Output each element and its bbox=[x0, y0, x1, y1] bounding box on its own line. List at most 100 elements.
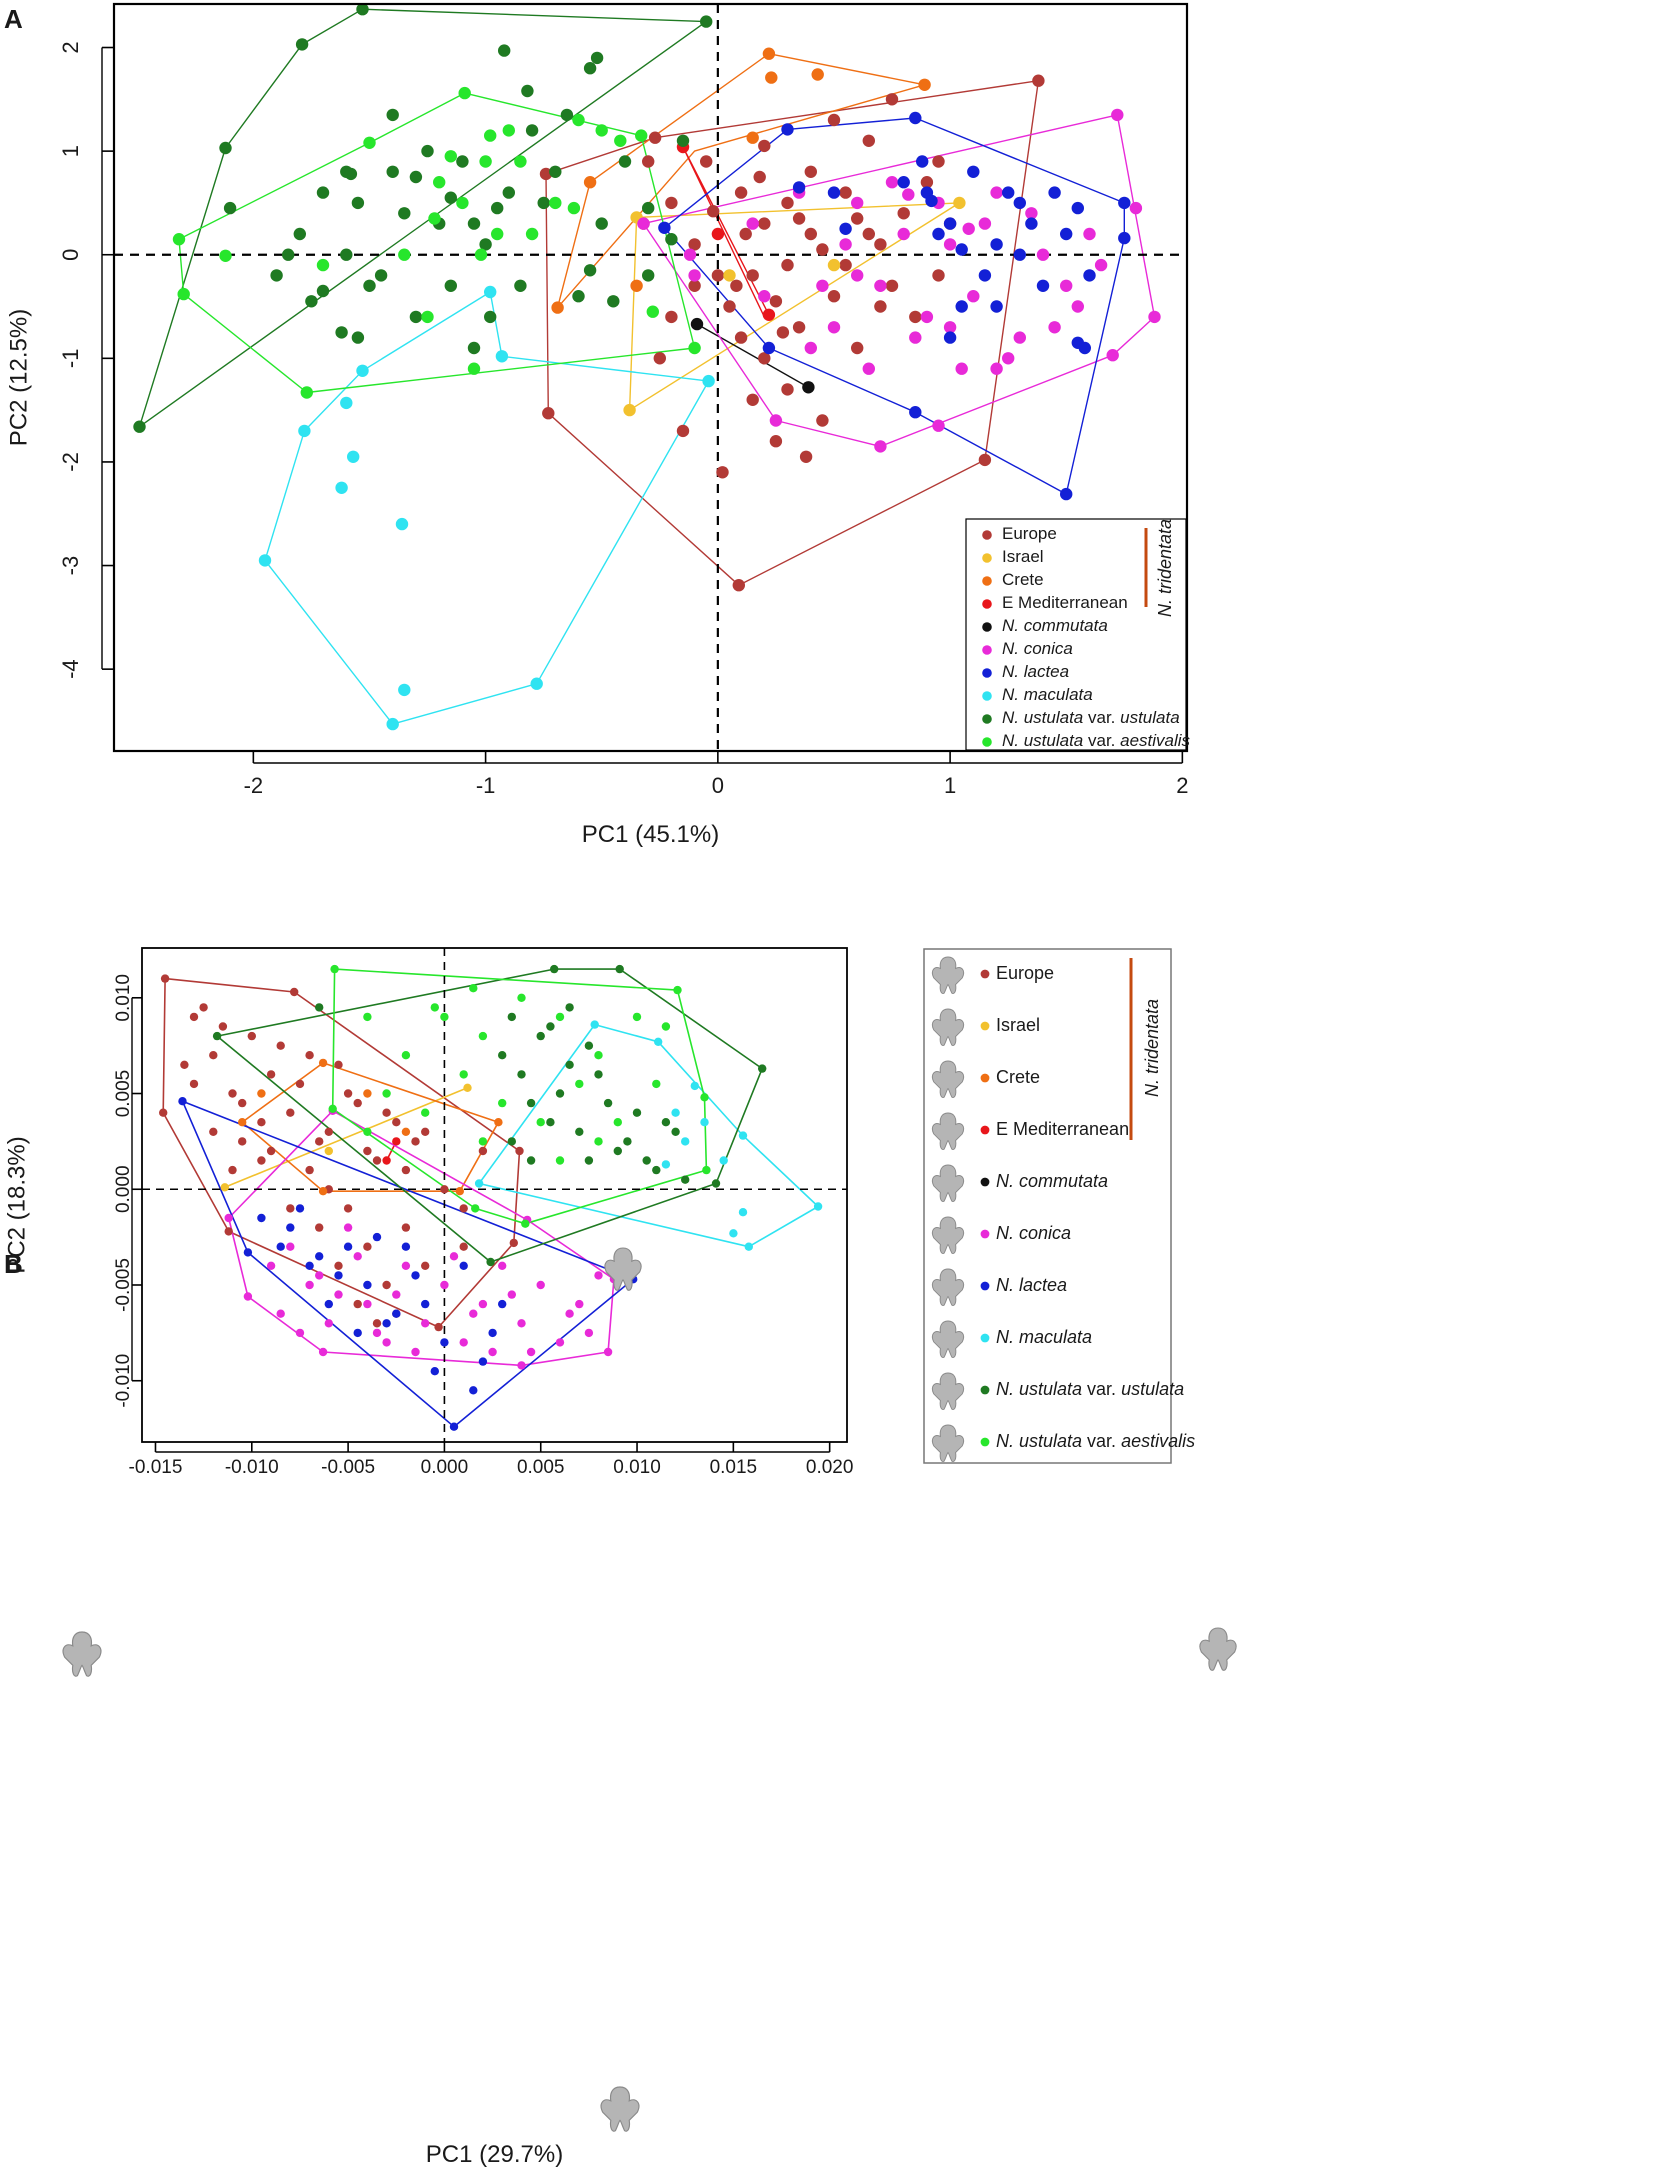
point-conica bbox=[990, 186, 1003, 199]
legend-marker-lactea bbox=[980, 1281, 990, 1291]
point-europe bbox=[160, 974, 170, 983]
point-israel bbox=[953, 196, 966, 210]
point-conica bbox=[1111, 108, 1124, 122]
point-ustulata bbox=[642, 201, 655, 215]
point-maculata bbox=[340, 396, 353, 410]
y-tick-label: -1 bbox=[58, 349, 83, 369]
point-europe bbox=[746, 269, 759, 282]
point-lactea bbox=[305, 1261, 314, 1271]
panel-b-y-axis: -0.010 -0.005 0.000 0.005 0.010 bbox=[113, 974, 142, 1408]
y-tick-label: 0 bbox=[58, 249, 83, 261]
point-ustulata bbox=[575, 1127, 584, 1137]
point-aestivalis bbox=[471, 1204, 480, 1213]
point-crete bbox=[455, 1187, 464, 1196]
point-lactea bbox=[839, 222, 852, 235]
x-tick-label: 0.005 bbox=[517, 1457, 565, 1478]
point-maculata bbox=[335, 481, 348, 494]
point-lactea bbox=[1002, 186, 1015, 199]
legend-label-commutata: N. commutata bbox=[1002, 616, 1108, 635]
point-europe bbox=[199, 1003, 208, 1012]
y-tick-label: 2 bbox=[58, 41, 83, 53]
point-lactea bbox=[286, 1223, 295, 1232]
legend-marker-aestivalis bbox=[982, 737, 992, 747]
x-tick-label: 0.015 bbox=[710, 1457, 758, 1478]
point-ustulata bbox=[642, 1156, 651, 1165]
point-europe bbox=[509, 1238, 518, 1248]
hull-europe bbox=[545, 79, 1040, 586]
point-aestivalis bbox=[484, 129, 497, 142]
point-europe bbox=[827, 113, 841, 127]
point-ustulata bbox=[374, 269, 388, 282]
point-ustulata bbox=[351, 331, 365, 344]
legend-marker-aestivalis bbox=[980, 1437, 990, 1447]
point-conica bbox=[851, 269, 864, 282]
point-lactea bbox=[955, 243, 968, 256]
point-lactea bbox=[978, 269, 992, 282]
legend-label-crete: Crete bbox=[1002, 570, 1044, 589]
point-ustulata bbox=[507, 1012, 516, 1022]
point-ustulata bbox=[676, 134, 690, 147]
point-lactea bbox=[392, 1309, 401, 1318]
point-aestivalis bbox=[498, 1098, 507, 1108]
point-conica bbox=[909, 331, 922, 344]
point-conica bbox=[862, 362, 875, 375]
point-aestivalis bbox=[382, 1089, 391, 1098]
point-lactea bbox=[1083, 269, 1096, 282]
point-aestivalis bbox=[479, 155, 492, 168]
point-aestivalis bbox=[517, 993, 526, 1002]
point-europe bbox=[827, 290, 841, 303]
point-aestivalis bbox=[421, 1108, 430, 1117]
point-lactea bbox=[257, 1213, 266, 1223]
point-ustulata bbox=[467, 217, 481, 230]
point-ustulata bbox=[594, 1070, 603, 1079]
point-lactea bbox=[1048, 186, 1061, 199]
point-lactea bbox=[990, 300, 1003, 313]
point-conica bbox=[943, 321, 957, 334]
point-conica bbox=[421, 1319, 430, 1328]
point-emed bbox=[382, 1156, 391, 1165]
y-tick-label: 0.005 bbox=[113, 1070, 134, 1118]
point-conica bbox=[955, 362, 968, 375]
panel-b-legend-group-label: N. tridentata bbox=[1142, 999, 1162, 1097]
point-europe bbox=[734, 186, 748, 199]
panel-a-legend-group-label: N. tridentata bbox=[1155, 519, 1175, 617]
point-conica bbox=[637, 217, 650, 230]
legend-label-crete: Crete bbox=[996, 1067, 1040, 1087]
point-europe bbox=[440, 1185, 449, 1194]
point-lactea bbox=[658, 221, 671, 234]
point-conica bbox=[758, 290, 771, 303]
point-europe bbox=[769, 295, 783, 308]
point-israel bbox=[324, 1146, 333, 1156]
point-europe bbox=[305, 1165, 314, 1175]
point-conica bbox=[962, 222, 975, 235]
point-lactea bbox=[943, 331, 957, 344]
point-ustulata bbox=[661, 1118, 671, 1127]
legend-marker-commutata bbox=[980, 1177, 990, 1187]
point-aestivalis bbox=[673, 985, 682, 995]
point-aestivalis bbox=[219, 249, 232, 262]
point-maculata bbox=[700, 1118, 709, 1127]
point-europe bbox=[209, 1127, 218, 1137]
point-conica bbox=[816, 279, 829, 292]
point-maculata bbox=[398, 683, 411, 697]
point-europe bbox=[421, 1127, 430, 1137]
point-ustulata bbox=[507, 1137, 516, 1146]
point-ustulata bbox=[498, 1051, 507, 1060]
point-europe bbox=[711, 269, 725, 282]
point-europe bbox=[238, 1137, 247, 1146]
point-europe bbox=[363, 1242, 372, 1251]
point-lactea bbox=[488, 1328, 497, 1338]
point-lactea bbox=[1118, 196, 1131, 210]
point-europe bbox=[305, 1051, 314, 1060]
point-europe bbox=[792, 321, 806, 334]
point-conica bbox=[372, 1328, 382, 1338]
point-europe bbox=[159, 1108, 168, 1117]
hull-crete bbox=[241, 1062, 500, 1192]
panel-a-y-axis: -4 -3 -2 -1 0 1 2 bbox=[58, 41, 114, 679]
point-europe bbox=[746, 393, 759, 406]
point-europe bbox=[382, 1280, 391, 1290]
point-aestivalis bbox=[549, 196, 562, 210]
point-maculata bbox=[738, 1208, 748, 1217]
legend-marker-maculata bbox=[982, 691, 992, 701]
point-crete bbox=[583, 176, 597, 189]
